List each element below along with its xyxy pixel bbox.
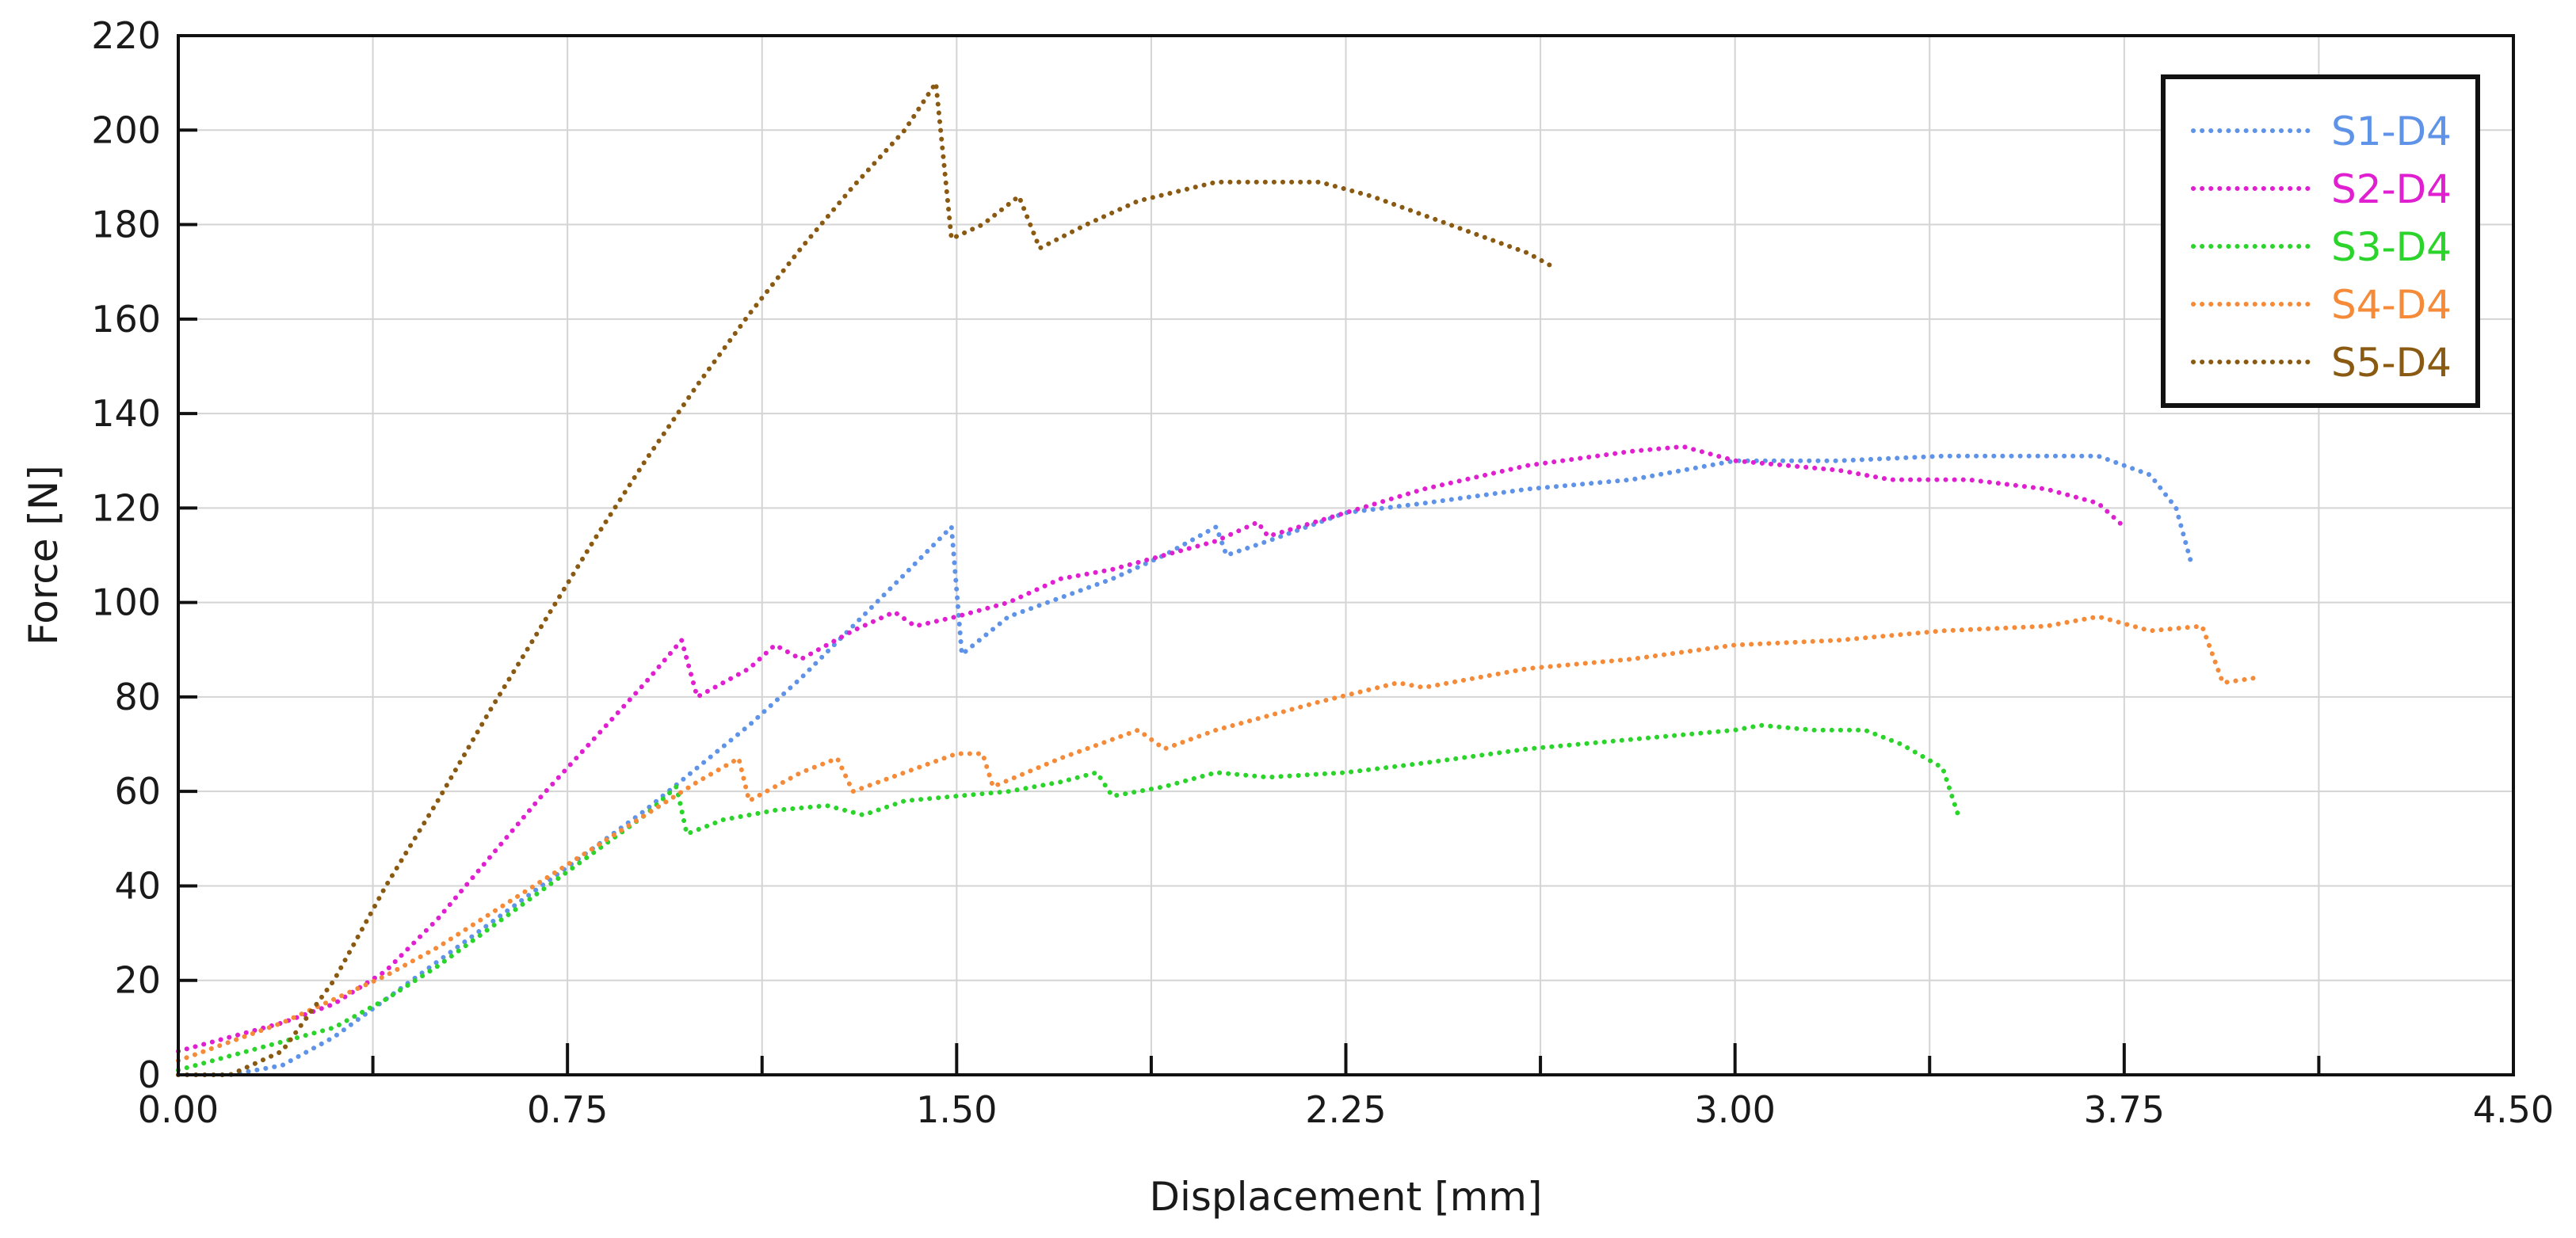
y-tick-label: 220 — [91, 14, 161, 57]
x-tick-label: 3.75 — [2084, 1088, 2165, 1131]
y-tick-label: 200 — [91, 109, 161, 151]
y-tick-label: 160 — [91, 298, 161, 341]
x-tick-label: 1.50 — [916, 1088, 997, 1131]
legend: S1-D4 S2-D4 S3-D4 S4-D4 S5-D4 — [2161, 74, 2480, 408]
x-axis-title: Displacement [mm] — [1149, 1174, 1542, 1220]
legend-label: S3-D4 — [2331, 224, 2452, 270]
legend-box — [2161, 74, 2480, 408]
y-tick-label: 100 — [91, 581, 161, 624]
x-tick-label: 3.00 — [1694, 1088, 1775, 1131]
x-tick-label: 2.25 — [1305, 1088, 1386, 1131]
y-tick-label: 0 — [138, 1053, 161, 1096]
legend-label: S4-D4 — [2331, 282, 2452, 328]
y-tick-label: 140 — [91, 392, 161, 435]
series-layer — [176, 80, 2257, 1077]
series-line-s1-d4 — [176, 453, 2194, 1077]
x-tick-label: 0.00 — [138, 1088, 219, 1131]
tick-layer: 0.00 0.75 1.50 2.25 3.00 3.75 4.50 0 20 40 60 80 100… — [91, 14, 2554, 1131]
series-line-s4-d4 — [176, 614, 2257, 1064]
y-tick-label: 60 — [114, 770, 161, 813]
series-line-s2-d4 — [176, 444, 2127, 1054]
x-tick-label: 0.75 — [527, 1088, 608, 1131]
y-tick-label: 180 — [91, 204, 161, 246]
series-line-s5-d4 — [176, 80, 1556, 1077]
y-tick-label: 40 — [114, 864, 161, 907]
y-tick-label: 120 — [91, 486, 161, 529]
series-line-s3-d4 — [176, 722, 1961, 1072]
x-tick-label: 4.50 — [2473, 1088, 2554, 1131]
legend-label: S1-D4 — [2331, 109, 2452, 154]
y-axis-title: Force [N] — [21, 465, 67, 646]
legend-label: S5-D4 — [2331, 340, 2452, 386]
y-tick-label: 20 — [114, 959, 161, 1002]
y-tick-label: 80 — [114, 676, 161, 718]
legend-label: S2-D4 — [2331, 166, 2452, 212]
